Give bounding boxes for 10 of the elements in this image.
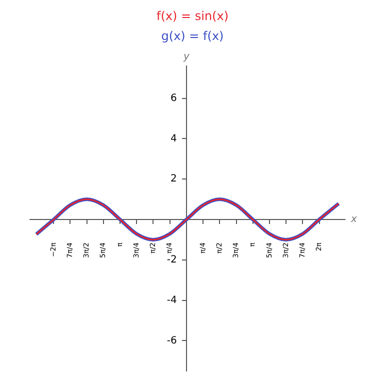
text: f(x) = sin(x)	[155, 8, 230, 25]
y-tick-label: 4	[170, 133, 186, 144]
y-tick-label: 6	[170, 92, 186, 104]
y-axis-title: y	[182, 52, 190, 63]
text: g(x) = f(x)	[160, 28, 225, 45]
y-tick-label: -2	[166, 254, 186, 266]
y-tick-label: 2	[170, 174, 186, 185]
y-tick-label: -6	[166, 335, 186, 346]
x-axis-title: x	[350, 214, 357, 226]
y-tick-label: -4	[166, 294, 186, 306]
